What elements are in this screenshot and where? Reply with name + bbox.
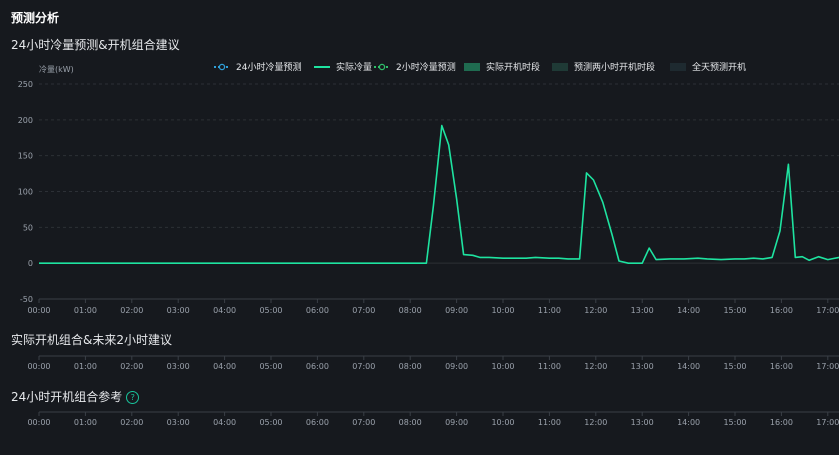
timeline-tick-label: 13:00: [631, 362, 654, 371]
legend-swatch: [670, 63, 686, 71]
timeline-tick-label: 04:00: [213, 362, 236, 371]
legend-item[interactable]: 24小时冷量预测: [214, 61, 301, 73]
legend-label: 实际冷量: [336, 61, 372, 73]
timeline-tick-label: 16:00: [770, 418, 793, 427]
timeline-tick-label: 06:00: [306, 362, 329, 371]
actual-timeline-axis: 00:00 01:00 02:00 03:00 04:00 05:00 06:00 07:00…: [27, 355, 839, 371]
x-tick-label: 13:00: [631, 306, 654, 315]
timeline-tick-label: 05:00: [259, 362, 282, 371]
y-tick-label: 0: [28, 259, 33, 268]
timeline-tick-label: 02:00: [120, 418, 143, 427]
timeline-tick-label: 11:00: [538, 362, 561, 371]
timeline-tick-label: 15:00: [723, 362, 746, 371]
timeline-tick-label: 05:00: [259, 418, 282, 427]
legend-marker: [218, 63, 226, 71]
timeline-tick-label: 12:00: [584, 362, 607, 371]
x-tick-label: 17:00: [816, 306, 839, 315]
legend-item[interactable]: 预测两小时开机时段: [552, 61, 655, 73]
y-tick-label: 250: [18, 80, 33, 89]
timeline-tick-label: 09:00: [445, 362, 468, 371]
timeline-tick-label: 10:00: [491, 362, 514, 371]
x-tick-label: 05:00: [259, 306, 282, 315]
legend-item[interactable]: 2小时冷量预测: [374, 61, 456, 73]
cooling-forecast-chart: 冷量(kW) 24小时冷量预测 实际冷量 2小时冷量预测 实际开机时段 预测两小时开机时段…: [18, 61, 839, 315]
question-circle-icon[interactable]: ?: [126, 391, 140, 404]
x-tick-label: 02:00: [120, 306, 143, 315]
x-tick-label: 15:00: [723, 306, 746, 315]
actual-cooling-series-line: [39, 124, 839, 264]
legend-swatch: [552, 63, 568, 71]
timeline-tick-label: 12:00: [584, 418, 607, 427]
y-tick-label: 100: [18, 188, 33, 197]
timeline-tick-label: 02:00: [120, 362, 143, 371]
y-tick-label: 150: [18, 152, 33, 161]
timeline-tick-label: 13:00: [631, 418, 654, 427]
x-tick-label: 03:00: [167, 306, 190, 315]
y-axis-label: 冷量(kW): [39, 64, 74, 74]
x-tick-label: 16:00: [770, 306, 793, 315]
legend-label: 预测两小时开机时段: [574, 61, 655, 73]
reference-section-title: 24小时开机组合参考?: [11, 388, 140, 405]
timeline-tick-label: 17:00: [816, 418, 839, 427]
actual-section-title: 实际开机组合&未来2小时建议: [11, 333, 172, 347]
legend-item[interactable]: 实际开机时段: [464, 61, 540, 73]
timeline-tick-label: 14:00: [677, 418, 700, 427]
timeline-tick-label: 01:00: [74, 418, 97, 427]
x-tick-label: 08:00: [399, 306, 422, 315]
legend-label: 24小时冷量预测: [236, 61, 301, 73]
x-tick-label: 12:00: [584, 306, 607, 315]
legend-item[interactable]: 实际冷量: [314, 61, 372, 73]
x-tick-label: 14:00: [677, 306, 700, 315]
legend-swatch: [464, 63, 480, 71]
x-tick-label: 04:00: [213, 306, 236, 315]
timeline-tick-label: 08:00: [399, 418, 422, 427]
timeline-tick-label: 16:00: [770, 362, 793, 371]
timeline-tick-label: 07:00: [352, 418, 375, 427]
legend-label: 实际开机时段: [486, 61, 540, 73]
timeline-tick-label: 01:00: [74, 362, 97, 371]
timeline-tick-label: 00:00: [27, 362, 50, 371]
x-tick-label: 11:00: [538, 306, 561, 315]
timeline-tick-label: 06:00: [306, 418, 329, 427]
legend-label: 全天预测开机: [692, 61, 746, 73]
timeline-tick-label: 03:00: [167, 418, 190, 427]
x-tick-label: 10:00: [491, 306, 514, 315]
reference-section-label: 24小时开机组合参考: [11, 390, 123, 404]
legend-marker: [378, 63, 386, 71]
y-tick-label: -50: [20, 295, 33, 304]
timeline-tick-label: 08:00: [399, 362, 422, 371]
timeline-tick-label: 10:00: [491, 418, 514, 427]
timeline-tick-label: 17:00: [816, 362, 839, 371]
timeline-tick-label: 07:00: [352, 362, 375, 371]
y-tick-label: 50: [23, 223, 33, 232]
x-tick-label: 06:00: [306, 306, 329, 315]
forecast-section-title: 24小时冷量预测&开机组合建议: [11, 38, 180, 52]
x-tick-label: 09:00: [445, 306, 468, 315]
timeline-tick-label: 09:00: [445, 418, 468, 427]
y-tick-label: 200: [18, 116, 33, 125]
x-tick-label: 00:00: [27, 306, 50, 315]
timeline-tick-label: 11:00: [538, 418, 561, 427]
x-tick-label: 01:00: [74, 306, 97, 315]
timeline-tick-label: 03:00: [167, 362, 190, 371]
reference-timeline-axis: 00:00 01:00 02:00 03:00 04:00 05:00 06:00 07:00…: [27, 411, 839, 427]
timeline-tick-label: 15:00: [723, 418, 746, 427]
timeline-tick-label: 00:00: [27, 418, 50, 427]
x-tick-label: 07:00: [352, 306, 375, 315]
legend-item[interactable]: 全天预测开机: [670, 61, 746, 73]
timeline-tick-label: 04:00: [213, 418, 236, 427]
page-title: 预测分析: [11, 11, 60, 25]
legend-label: 2小时冷量预测: [396, 61, 456, 73]
timeline-tick-label: 14:00: [677, 362, 700, 371]
